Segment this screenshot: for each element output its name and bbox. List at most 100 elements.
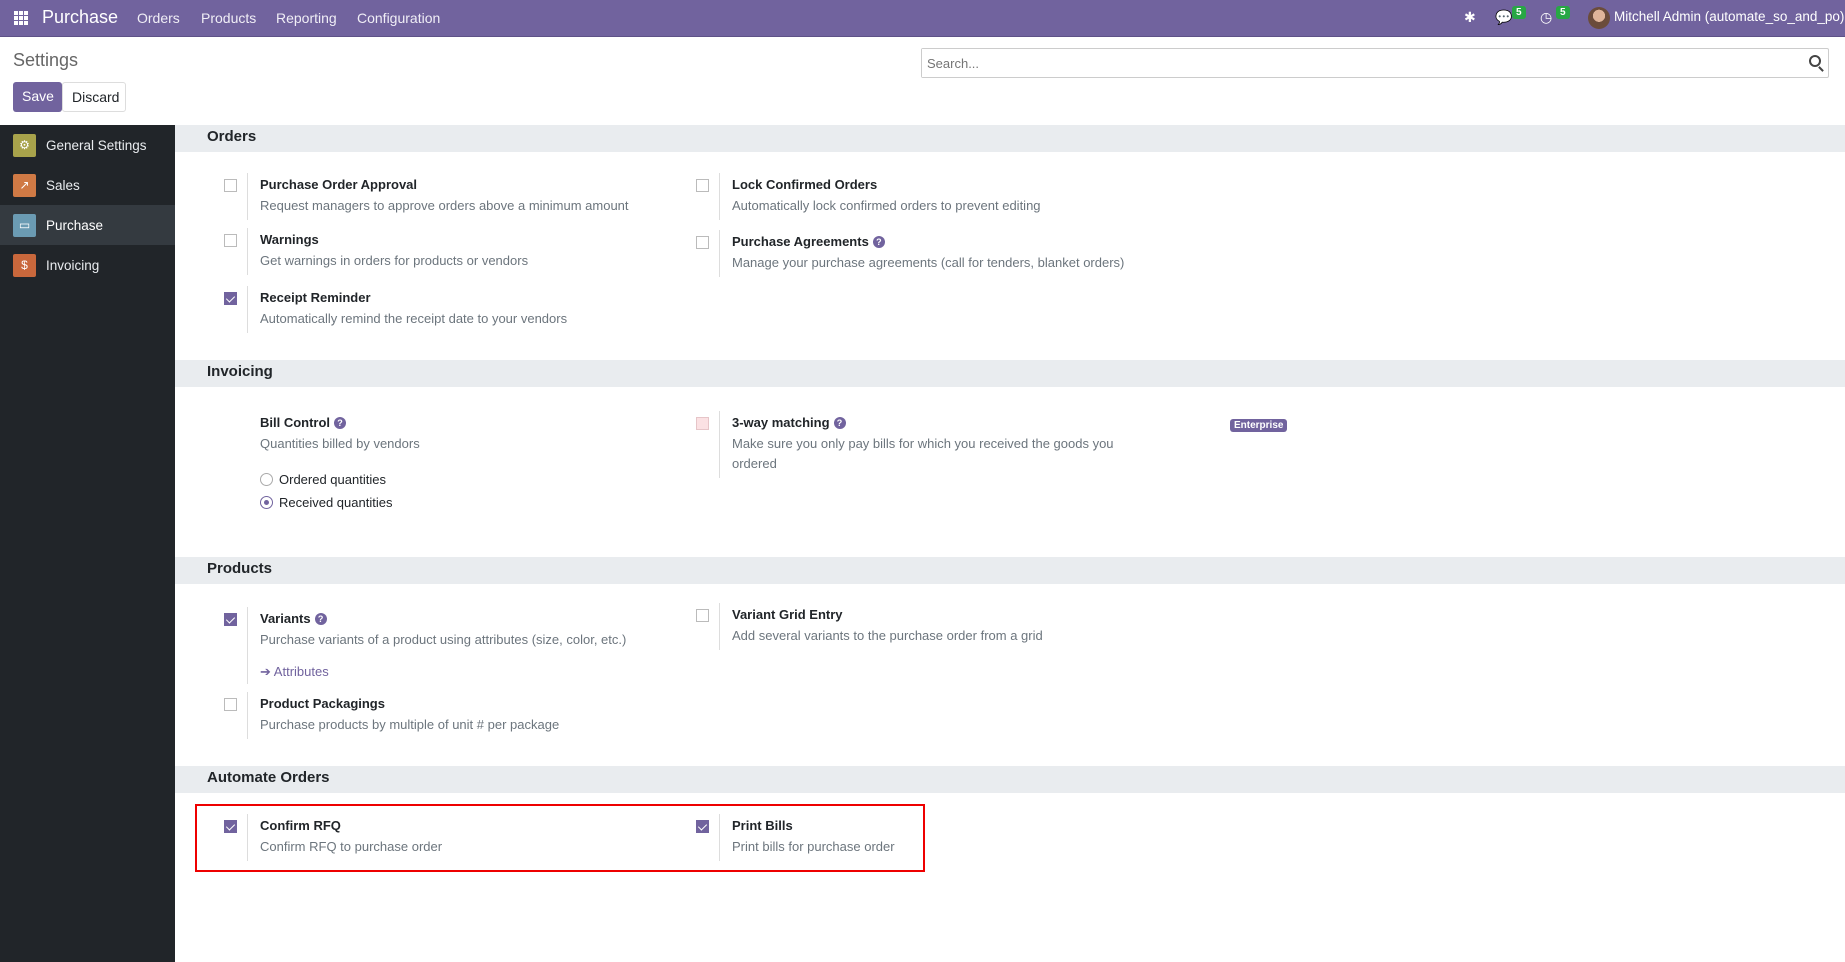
- setting-warnings: Warnings Get warnings in orders for produ…: [224, 228, 690, 275]
- user-menu[interactable]: Mitchell Admin (automate_so_and_po): [1614, 9, 1845, 24]
- setting-title: Variant Grid Entry: [732, 607, 843, 622]
- setting-product-packagings: Product Packagings Purchase products by m…: [224, 692, 690, 739]
- setting-variants: Variants? Purchase variants of a product …: [224, 607, 690, 684]
- setting-title: Product Packagings: [260, 696, 385, 711]
- checkbox[interactable]: [696, 179, 709, 192]
- sidebar-item-purchase[interactable]: ▭ Purchase: [0, 205, 175, 245]
- setting-purchase-order-approval: Purchase Order Approval Request managers …: [224, 173, 690, 220]
- sidebar-item-general-settings[interactable]: ⚙ General Settings: [0, 125, 175, 165]
- section-orders-header: Orders: [175, 125, 1845, 152]
- section-automate-orders-header: Automate Orders: [175, 766, 1845, 793]
- radio-label: Ordered quantities: [279, 472, 386, 487]
- apps-menu-icon[interactable]: [14, 11, 28, 25]
- sidebar-item-label: Invoicing: [46, 257, 100, 273]
- invoice-icon: $: [13, 253, 36, 277]
- setting-title: Confirm RFQ: [260, 818, 341, 833]
- setting-confirm-rfq: Confirm RFQ Confirm RFQ to purchase order: [224, 814, 690, 861]
- arrow-right-icon: ➔: [260, 664, 274, 679]
- sidebar-item-label: Sales: [46, 177, 80, 193]
- gear-icon: ⚙: [13, 133, 36, 157]
- checkbox[interactable]: [696, 609, 709, 622]
- checkbox[interactable]: [696, 236, 709, 249]
- help-icon[interactable]: ?: [334, 417, 347, 429]
- setting-title: Purchase Agreements: [732, 234, 869, 249]
- sidebar-item-sales[interactable]: ↗ Sales: [0, 165, 175, 205]
- checkbox[interactable]: [224, 613, 237, 626]
- checkbox[interactable]: [224, 234, 237, 247]
- radio-received-quantities[interactable]: Received quantities: [260, 495, 690, 510]
- setting-desc: Automatically remind the receipt date to…: [260, 311, 568, 326]
- checkbox[interactable]: [224, 179, 237, 192]
- activities-badge: 5: [1556, 6, 1570, 19]
- sidebar-item-label: Purchase: [46, 217, 104, 233]
- setting-title: Lock Confirmed Orders: [732, 177, 878, 192]
- discard-button[interactable]: Discard: [62, 82, 126, 112]
- settings-sidebar: ⚙ General Settings ↗ Sales ▭ Purchase $ Invo…: [0, 125, 175, 962]
- page-title: Settings: [13, 50, 79, 70]
- checkbox[interactable]: [696, 417, 709, 430]
- help-icon[interactable]: ?: [314, 613, 327, 625]
- setting-desc: Make sure you only pay bills for which y…: [732, 436, 1114, 471]
- settings-content: Orders Purchase Order Approval Request ma…: [175, 125, 1845, 962]
- search-input[interactable]: [922, 49, 1802, 77]
- checkbox[interactable]: [696, 820, 709, 833]
- save-button[interactable]: Save: [13, 82, 62, 112]
- checkbox[interactable]: [224, 820, 237, 833]
- setting-receipt-reminder: Receipt Reminder Automatically remind the…: [224, 286, 690, 333]
- setting-desc: Purchase products by multiple of unit # …: [260, 717, 560, 732]
- app-name[interactable]: Purchase: [42, 7, 119, 27]
- setting-desc: Request managers to approve orders above…: [260, 198, 629, 213]
- search-box: [921, 48, 1829, 78]
- search-icon[interactable]: [1809, 55, 1821, 67]
- setting-lock-confirmed-orders: Lock Confirmed Orders Automatically lock …: [696, 173, 1182, 220]
- setting-print-bills: Print Bills Print bills for purchase orde…: [696, 814, 912, 861]
- setting-title: Bill Control: [260, 415, 331, 430]
- activities-clock-icon[interactable]: ◷: [1540, 9, 1553, 25]
- setting-desc: Add several variants to the purchase ord…: [732, 628, 1043, 643]
- section-products-header: Products: [175, 557, 1845, 584]
- radio-label: Received quantities: [279, 495, 393, 510]
- setting-bill-control: Bill Control? Quantities billed by vendor…: [260, 415, 690, 510]
- checkbox[interactable]: [224, 698, 237, 711]
- menu-configuration[interactable]: Configuration: [357, 10, 441, 26]
- setting-desc: Print bills for purchase order: [732, 839, 895, 854]
- setting-title: Variants: [260, 611, 311, 626]
- attributes-link-label: Attributes: [273, 664, 329, 679]
- setting-title: 3-way matching: [732, 415, 830, 430]
- section-invoicing-header: Invoicing: [175, 360, 1845, 387]
- setting-desc: Automatically lock confirmed orders to p…: [732, 198, 1041, 213]
- menu-reporting[interactable]: Reporting: [276, 10, 337, 26]
- sidebar-item-invoicing[interactable]: $ Invoicing: [0, 245, 175, 285]
- setting-desc: Confirm RFQ to purchase order: [260, 839, 443, 854]
- setting-title: Print Bills: [732, 818, 793, 833]
- messages-badge: 5: [1512, 6, 1526, 19]
- setting-desc: Quantities billed by vendors: [260, 436, 420, 451]
- sidebar-item-label: General Settings: [46, 137, 147, 153]
- menu-orders[interactable]: Orders: [137, 10, 180, 26]
- radio-button[interactable]: [260, 473, 273, 486]
- debug-bug-icon[interactable]: ✱: [1464, 9, 1476, 25]
- setting-title: Warnings: [260, 232, 319, 247]
- setting-title: Purchase Order Approval: [260, 177, 418, 192]
- attributes-link[interactable]: ➔ Attributes: [260, 664, 690, 680]
- setting-desc: Manage your purchase agreements (call fo…: [732, 255, 1125, 270]
- chart-icon: ↗: [13, 173, 36, 197]
- help-icon[interactable]: ?: [872, 236, 885, 248]
- messages-icon[interactable]: 💬: [1495, 9, 1513, 25]
- highlight-box: [195, 804, 925, 872]
- setting-variant-grid-entry: Variant Grid Entry Add several variants t…: [696, 603, 1182, 650]
- radio-button[interactable]: [260, 496, 273, 509]
- card-icon: ▭: [13, 213, 36, 237]
- setting-3-way-matching: 3-way matching? Make sure you only pay bi…: [696, 411, 1122, 478]
- enterprise-badge: Enterprise: [1230, 419, 1288, 432]
- checkbox[interactable]: [224, 292, 237, 305]
- radio-ordered-quantities[interactable]: Ordered quantities: [260, 472, 690, 487]
- user-avatar[interactable]: [1588, 7, 1610, 29]
- setting-title: Receipt Reminder: [260, 290, 371, 305]
- menu-products[interactable]: Products: [201, 10, 257, 26]
- help-icon[interactable]: ?: [833, 417, 846, 429]
- setting-desc: Get warnings in orders for products or v…: [260, 253, 529, 268]
- top-navbar: Purchase Orders Products Reporting Confi…: [0, 0, 1845, 37]
- setting-desc: Purchase variants of a product using att…: [260, 632, 627, 647]
- setting-purchase-agreements: Purchase Agreements? Manage your purchase…: [696, 230, 1182, 277]
